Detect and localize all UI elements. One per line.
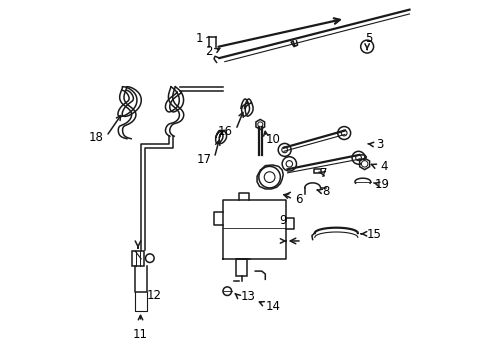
FancyBboxPatch shape: [313, 169, 321, 173]
Circle shape: [145, 254, 154, 262]
Circle shape: [258, 166, 280, 188]
Text: 4: 4: [379, 160, 387, 173]
Text: 9: 9: [279, 214, 286, 227]
Circle shape: [361, 161, 367, 167]
Text: 17: 17: [196, 153, 211, 166]
Text: 12: 12: [147, 289, 162, 302]
Circle shape: [355, 155, 361, 161]
Text: 11: 11: [132, 328, 147, 341]
Circle shape: [223, 287, 231, 296]
Text: 14: 14: [265, 300, 281, 313]
Text: 1: 1: [195, 32, 203, 45]
Circle shape: [337, 127, 350, 139]
Circle shape: [257, 122, 262, 127]
FancyBboxPatch shape: [132, 251, 143, 266]
Text: 3: 3: [376, 138, 383, 151]
Circle shape: [278, 143, 290, 156]
Text: 2: 2: [204, 45, 212, 58]
Text: 5: 5: [365, 32, 372, 45]
Text: 10: 10: [265, 133, 280, 146]
Circle shape: [341, 130, 346, 136]
Circle shape: [281, 147, 287, 153]
Text: 6: 6: [294, 193, 302, 206]
Circle shape: [285, 161, 292, 167]
FancyBboxPatch shape: [236, 259, 246, 276]
Circle shape: [282, 157, 296, 171]
Text: 15: 15: [366, 228, 381, 241]
Text: 7: 7: [319, 167, 326, 180]
Circle shape: [351, 151, 364, 164]
Circle shape: [360, 40, 373, 53]
Text: 13: 13: [240, 290, 255, 303]
Text: 19: 19: [373, 178, 388, 191]
Circle shape: [264, 172, 274, 183]
Text: 16: 16: [218, 125, 233, 138]
Text: 8: 8: [322, 185, 329, 198]
Text: 18: 18: [89, 131, 104, 144]
